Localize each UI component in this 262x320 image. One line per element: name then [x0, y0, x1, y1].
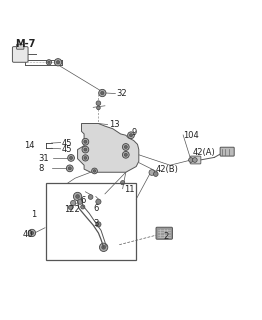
Circle shape [81, 205, 85, 209]
Circle shape [193, 158, 197, 162]
Circle shape [189, 158, 193, 162]
Text: 31: 31 [39, 154, 49, 163]
Circle shape [78, 199, 83, 204]
Circle shape [69, 156, 73, 159]
Bar [46, 183, 136, 260]
Text: 45: 45 [62, 139, 72, 148]
Circle shape [121, 180, 125, 185]
Circle shape [82, 138, 89, 145]
Circle shape [124, 146, 127, 148]
Polygon shape [78, 124, 139, 172]
Circle shape [128, 132, 134, 139]
Circle shape [56, 60, 60, 64]
Circle shape [124, 153, 127, 156]
Text: 3: 3 [93, 219, 99, 228]
Circle shape [154, 172, 158, 176]
Circle shape [46, 60, 52, 65]
FancyBboxPatch shape [17, 44, 24, 49]
Text: 42(B): 42(B) [156, 164, 179, 174]
Circle shape [122, 144, 129, 150]
Circle shape [99, 89, 106, 97]
Circle shape [68, 205, 73, 210]
Circle shape [70, 200, 76, 206]
Circle shape [96, 199, 101, 204]
Text: 9: 9 [131, 128, 136, 137]
FancyBboxPatch shape [12, 47, 28, 62]
Circle shape [84, 156, 87, 159]
Circle shape [96, 222, 101, 227]
Circle shape [54, 59, 62, 66]
Circle shape [48, 61, 50, 63]
Circle shape [84, 148, 87, 151]
Circle shape [68, 155, 74, 161]
Circle shape [82, 146, 89, 153]
Circle shape [100, 243, 108, 252]
Text: 32: 32 [117, 89, 127, 98]
Text: 2: 2 [163, 232, 169, 241]
Circle shape [76, 195, 79, 198]
Text: 40: 40 [23, 230, 33, 239]
Circle shape [149, 170, 155, 175]
Circle shape [82, 155, 89, 161]
Circle shape [129, 134, 133, 137]
Circle shape [101, 92, 104, 95]
Text: 122: 122 [64, 205, 80, 214]
Text: M-7: M-7 [15, 39, 35, 49]
Circle shape [92, 168, 97, 174]
Circle shape [68, 167, 71, 170]
FancyBboxPatch shape [156, 227, 172, 239]
FancyBboxPatch shape [190, 156, 201, 164]
Circle shape [97, 106, 100, 110]
Circle shape [84, 140, 87, 143]
Circle shape [88, 195, 93, 199]
Text: 104: 104 [183, 131, 199, 140]
Circle shape [102, 245, 106, 249]
Circle shape [96, 101, 101, 106]
Text: 1: 1 [31, 210, 36, 219]
FancyBboxPatch shape [220, 147, 234, 156]
Circle shape [30, 231, 34, 235]
Text: 42(A): 42(A) [192, 148, 215, 157]
Text: 8: 8 [39, 164, 44, 173]
Circle shape [73, 192, 82, 201]
Text: 14: 14 [24, 141, 35, 150]
Circle shape [122, 151, 129, 158]
Text: 45: 45 [62, 145, 72, 154]
Text: 13: 13 [109, 120, 119, 129]
Circle shape [93, 170, 96, 172]
Circle shape [28, 229, 36, 236]
Text: 11: 11 [124, 186, 135, 195]
Text: 6: 6 [80, 196, 86, 205]
Text: 6: 6 [93, 204, 99, 213]
Circle shape [66, 165, 73, 172]
